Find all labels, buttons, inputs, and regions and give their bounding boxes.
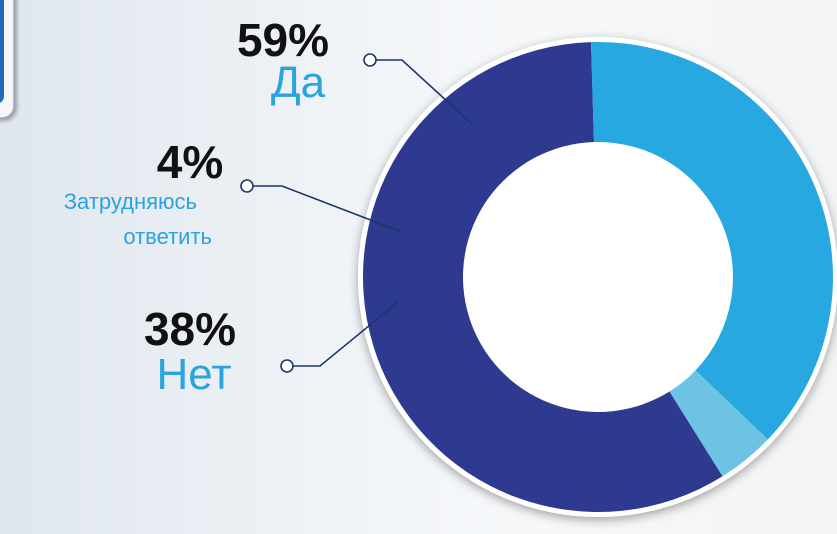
leader-line-net (293, 301, 399, 367)
percent-label-net: 38% (144, 303, 236, 355)
name-label-zatrudnyayus-line1: Затрудняюсь (64, 189, 197, 214)
leader-line-da-dot (363, 53, 377, 67)
slice-zatrudnyayus (669, 370, 768, 477)
name-label-da: Да (271, 58, 326, 107)
leader-line-net-dot (280, 359, 294, 373)
slice-net (591, 42, 833, 440)
slice-label-zatrudnyayus: 4% Затрудняюсь ответить (64, 136, 223, 249)
percent-label-zatrudnyayus: 4% (157, 136, 223, 188)
leader-line-zatrudnyayus-dot (240, 179, 254, 193)
slice-label-da: 59% Да (237, 14, 329, 107)
leader-line-da (376, 59, 473, 125)
name-label-zatrudnyayus-line2: ответить (123, 224, 212, 249)
donut-slices (362, 42, 833, 513)
slice-da (362, 42, 723, 513)
leader-lines (240, 53, 473, 373)
side-tab (0, 0, 15, 119)
percent-label-da: 59% (237, 14, 329, 66)
leader-line-zatrudnyayus (253, 185, 403, 233)
slice-label-net: 38% Нет (144, 303, 236, 399)
name-label-net: Нет (157, 350, 232, 399)
